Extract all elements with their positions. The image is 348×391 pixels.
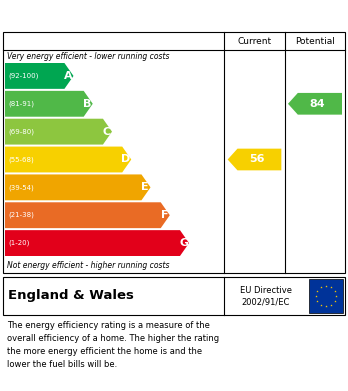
Text: (39-54): (39-54): [8, 184, 34, 190]
Text: (81-91): (81-91): [8, 100, 34, 107]
Text: Potential: Potential: [295, 36, 335, 45]
Text: (55-68): (55-68): [8, 156, 34, 163]
Polygon shape: [5, 91, 93, 117]
Text: C: C: [103, 127, 111, 136]
Polygon shape: [5, 147, 131, 172]
Text: F: F: [160, 210, 168, 220]
Text: The energy efficiency rating is a measure of the
overall efficiency of a home. T: The energy efficiency rating is a measur…: [7, 321, 219, 369]
Bar: [309, 279, 343, 313]
Text: Current: Current: [237, 36, 271, 45]
Text: (1-20): (1-20): [8, 240, 29, 246]
Text: 56: 56: [249, 154, 264, 165]
Text: B: B: [83, 99, 92, 109]
Text: 84: 84: [309, 99, 325, 109]
Polygon shape: [5, 174, 151, 200]
Text: Not energy efficient - higher running costs: Not energy efficient - higher running co…: [7, 261, 169, 270]
Text: G: G: [179, 238, 188, 248]
Polygon shape: [5, 119, 112, 145]
Polygon shape: [288, 93, 342, 115]
Text: 2002/91/EC: 2002/91/EC: [241, 298, 290, 307]
Text: (21-38): (21-38): [8, 212, 34, 219]
Text: (92-100): (92-100): [8, 73, 38, 79]
Text: E: E: [141, 182, 149, 192]
Polygon shape: [5, 202, 170, 228]
Polygon shape: [5, 63, 73, 89]
Polygon shape: [228, 149, 281, 170]
Text: England & Wales: England & Wales: [8, 289, 134, 303]
Polygon shape: [5, 230, 189, 256]
Text: D: D: [121, 154, 130, 165]
Text: EU Directive: EU Directive: [239, 287, 292, 296]
Text: Energy Efficiency Rating: Energy Efficiency Rating: [10, 8, 202, 22]
Text: Very energy efficient - lower running costs: Very energy efficient - lower running co…: [7, 52, 169, 61]
Text: (69-80): (69-80): [8, 128, 34, 135]
Text: A: A: [64, 71, 72, 81]
